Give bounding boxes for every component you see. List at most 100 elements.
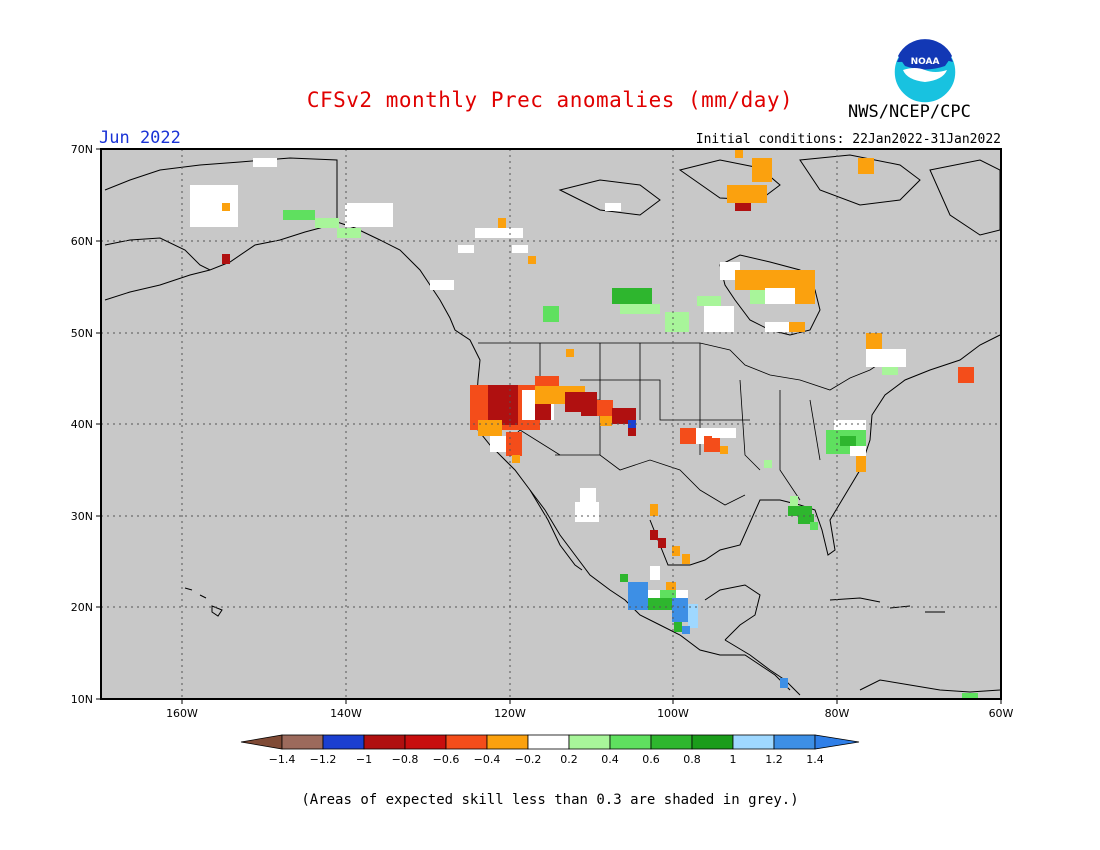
colorbar-swatch: [363, 734, 406, 750]
anomaly-cell: [543, 306, 559, 322]
anomaly-cell: [752, 158, 772, 182]
anomaly-cell: [735, 203, 751, 211]
lat-ticks: [96, 148, 1002, 704]
lat-label: 50N: [71, 327, 93, 340]
anomaly-cell: [283, 210, 315, 220]
anomaly-cell: [575, 502, 599, 522]
anomaly-cell: [648, 598, 672, 610]
anomaly-cell: [190, 185, 238, 227]
anomaly-cell: [660, 590, 676, 598]
colorbar-label: −0.4: [474, 753, 501, 766]
anomaly-cell: [780, 678, 788, 688]
colorbar-swatch: [609, 734, 652, 750]
anomaly-cell: [628, 582, 648, 610]
lon-label: 80W: [825, 707, 850, 720]
graticule: [101, 149, 1001, 699]
anomaly-cell: [458, 245, 474, 253]
lon-label: 100W: [657, 707, 689, 720]
colorbar-label: 1.4: [806, 753, 824, 766]
colorbar-label: 1: [730, 753, 737, 766]
anomaly-cell: [620, 304, 660, 314]
colorbar-swatch: [322, 734, 365, 750]
anomaly-cell: [858, 158, 874, 174]
anomaly-cell: [665, 312, 689, 332]
anomaly-cell: [658, 538, 666, 548]
agency-label: NWS/NCEP/CPC: [848, 102, 971, 122]
colorbar-high-arrow: [814, 734, 860, 750]
anomaly-cell: [315, 218, 339, 228]
anomaly-cell: [222, 254, 230, 264]
anomaly-cell: [565, 392, 581, 412]
noaa-logo-text: NOAA: [911, 57, 940, 67]
anomaly-cell: [566, 349, 574, 357]
anomaly-cell: [765, 288, 795, 304]
anomaly-cells: [190, 150, 978, 698]
anomaly-cell: [788, 506, 812, 516]
figure-title: CFSv2 monthly Prec anomalies (mm/day): [306, 88, 794, 112]
noaa-logo: NOAA: [893, 39, 957, 104]
anomaly-cell: [764, 460, 772, 468]
anomaly-cell: [672, 598, 688, 622]
anomaly-cell: [856, 456, 866, 472]
anomaly-cell: [628, 420, 636, 428]
anomaly-cell: [605, 203, 621, 211]
lat-label: 70N: [71, 143, 93, 156]
anomaly-cell: [682, 554, 690, 564]
lat-label: 10N: [71, 693, 93, 706]
anomaly-cell: [475, 228, 523, 238]
anomaly-cell: [798, 514, 814, 524]
lon-label: 120W: [494, 707, 526, 720]
anomaly-cell: [345, 203, 393, 227]
anomaly-cell: [789, 322, 805, 332]
colorbar-label: −1.2: [310, 753, 337, 766]
anomaly-cell: [712, 428, 736, 438]
anomaly-cell: [612, 288, 652, 304]
colorbar-label: 0.2: [560, 753, 578, 766]
anomaly-cell: [790, 496, 798, 506]
colorbar-label: 0.8: [683, 753, 701, 766]
colorbar-swatch: [568, 734, 611, 750]
anomaly-cell: [674, 622, 682, 632]
lon-label: 140W: [330, 707, 362, 720]
colorbar-label: −1: [356, 753, 372, 766]
anomaly-cell: [488, 385, 518, 425]
anomaly-cell: [580, 488, 596, 502]
colorbar-label: −1.4: [269, 753, 296, 766]
anomaly-cell: [628, 428, 636, 436]
anomaly-cell: [498, 218, 506, 228]
colorbar-swatch: [281, 734, 324, 750]
colorbar-swatch: [773, 734, 816, 750]
anomaly-cell: [704, 436, 720, 452]
colorbar-swatch: [445, 734, 488, 750]
anomaly-cell: [958, 367, 974, 383]
anomaly-cell: [337, 228, 361, 238]
anomaly-cell: [735, 150, 743, 158]
colorbar-label: 0.4: [601, 753, 619, 766]
colorbar-swatch: [732, 734, 775, 750]
anomaly-cell: [512, 455, 520, 463]
colorbar-label: −0.8: [392, 753, 419, 766]
anomaly-cell: [682, 626, 690, 634]
anomaly-cell: [688, 604, 698, 628]
colorbar-label: −0.2: [515, 753, 542, 766]
anomaly-cell: [490, 436, 506, 452]
anomaly-cell: [478, 420, 502, 436]
colorbar-low-arrow: [240, 734, 283, 750]
colorbar-swatch: [486, 734, 529, 750]
colorbar-label: −0.6: [433, 753, 460, 766]
anomaly-cell: [750, 290, 766, 304]
anomaly-cell: [528, 256, 536, 264]
skill-footnote: (Areas of expected skill less than 0.3 a…: [301, 792, 799, 808]
anomaly-cell: [735, 270, 815, 290]
lon-label: 160W: [166, 707, 198, 720]
anomaly-cell: [430, 280, 454, 290]
colorbar-swatch: [404, 734, 447, 750]
lat-label: 40N: [71, 418, 93, 431]
anomaly-cell: [962, 693, 978, 698]
lon-label: 60W: [989, 707, 1014, 720]
anomaly-cell: [680, 428, 696, 444]
anomaly-cell: [512, 245, 528, 253]
anomaly-cell: [866, 333, 882, 349]
lat-label: 20N: [71, 601, 93, 614]
anomaly-cell: [620, 574, 628, 582]
